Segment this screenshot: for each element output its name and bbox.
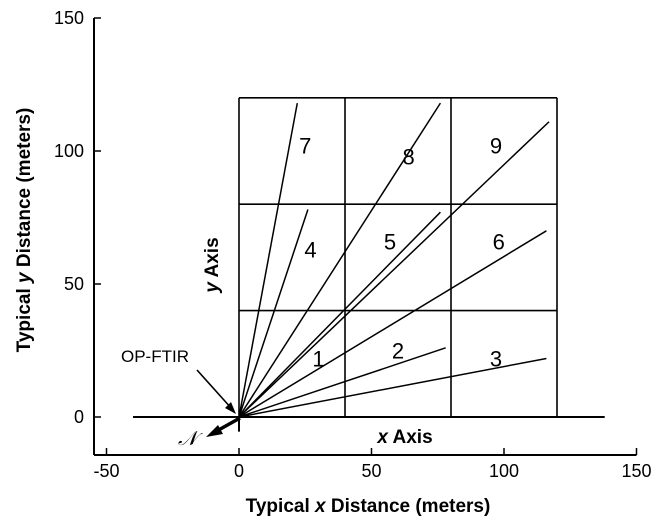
beam-path	[238, 209, 309, 418]
beam-path	[238, 102, 442, 418]
y-tick-label: 0	[74, 407, 84, 427]
y-axis-ticks: 0 50 100 150	[54, 8, 101, 427]
north-label: 𝒩	[178, 426, 203, 450]
x-tick-label: 0	[234, 461, 244, 481]
y-tick-label: 100	[54, 141, 84, 161]
beam-path	[238, 121, 550, 418]
cell-label-9: 9	[490, 134, 502, 159]
x-axis-title: Typical x Distance (meters)	[246, 496, 491, 517]
instrument-label: OP-FTIR	[121, 347, 189, 366]
beam-paths	[238, 102, 550, 418]
inner-y-axis-label: y Axis	[202, 237, 223, 293]
x-axis-ticks: -50 0 50 100 150	[93, 448, 652, 481]
cell-label-3: 3	[490, 346, 502, 371]
inner-x-axis-label: x Axis	[376, 427, 432, 448]
cell-labels: 1 2 3 4 5 6 7 8 9	[299, 134, 505, 372]
cell-grid	[238, 97, 558, 418]
instrument-pointer-arrow	[196, 369, 236, 414]
beam-path	[238, 102, 299, 418]
x-tick-label: 100	[489, 461, 519, 481]
y-tick-label: 150	[54, 8, 84, 28]
outer-axes	[93, 18, 637, 456]
cell-label-5: 5	[384, 229, 396, 254]
x-tick-label: 150	[621, 461, 651, 481]
beam-path	[238, 347, 446, 418]
x-tick-label: -50	[93, 461, 119, 481]
cell-label-4: 4	[304, 237, 316, 262]
beam-path	[238, 211, 441, 418]
cell-label-1: 1	[312, 346, 324, 371]
cell-label-6: 6	[493, 229, 505, 254]
north-arrow-icon	[206, 416, 241, 437]
beam-path	[238, 230, 547, 418]
x-tick-label: 50	[361, 461, 381, 481]
beam-path	[238, 357, 547, 418]
y-axis-title: Typical y Distance (meters)	[14, 108, 35, 353]
cell-label-7: 7	[299, 134, 311, 159]
cell-label-2: 2	[392, 339, 404, 364]
y-tick-label: 50	[64, 274, 84, 294]
cell-label-8: 8	[402, 144, 414, 169]
